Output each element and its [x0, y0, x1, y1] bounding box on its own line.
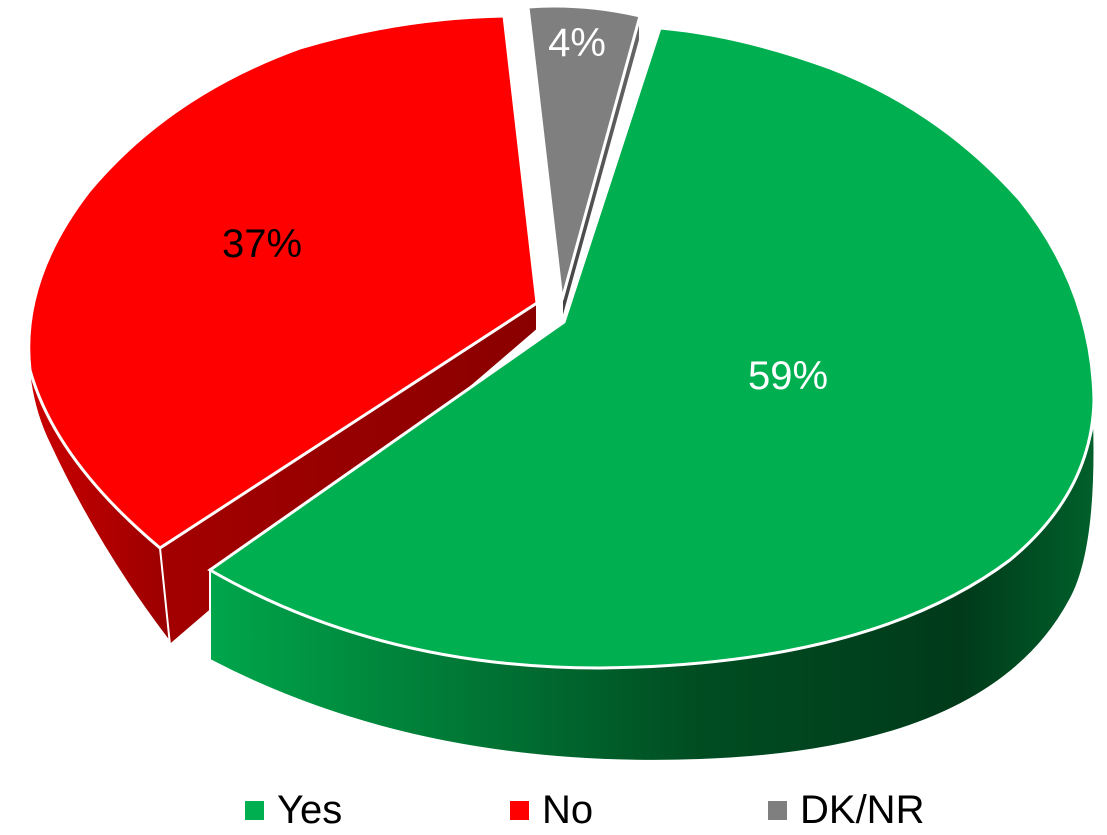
- legend-item-dk-nr: DK/NR: [768, 786, 924, 835]
- data-label-dk-nr: 4%: [548, 21, 606, 65]
- slice-dk-nr-top: [526, 4, 642, 301]
- slice-yes-top: [207, 26, 1096, 670]
- legend-label-yes: Yes: [277, 788, 343, 832]
- legend-item-no: No: [510, 786, 593, 835]
- legend-swatch-yes: [245, 801, 264, 820]
- slice-no-top: [27, 14, 539, 550]
- data-label-no: 37%: [222, 222, 302, 266]
- data-label-yes: 59%: [748, 354, 828, 398]
- slice-yes: [207, 26, 1096, 762]
- legend-item-yes: Yes: [245, 786, 342, 835]
- legend-label-dk-nr: DK/NR: [800, 788, 925, 832]
- legend-swatch-dk-nr: [768, 801, 787, 820]
- legend-swatch-no: [510, 801, 529, 820]
- slice-dk-nr: [526, 4, 642, 323]
- legend-label-no: No: [542, 788, 594, 832]
- pie-chart: 4% 37% 59%: [26, 4, 1096, 762]
- legend: Yes No DK/NR: [0, 786, 1107, 835]
